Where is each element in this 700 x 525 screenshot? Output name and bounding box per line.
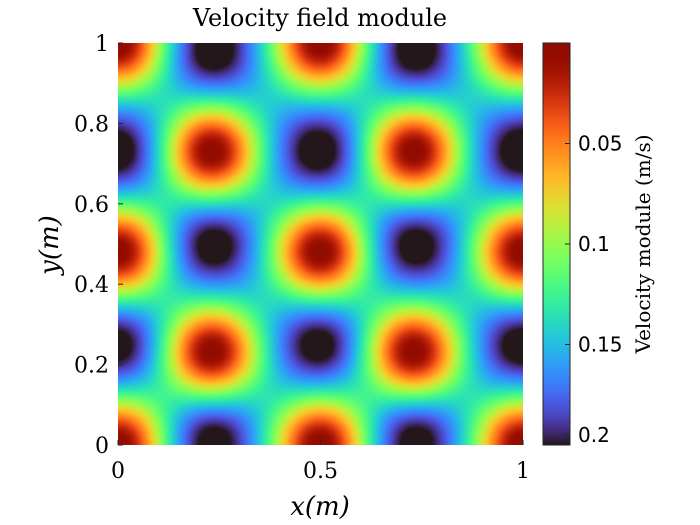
colorbar-ticks: 0.05 0.1 0.15 0.2 xyxy=(565,132,623,447)
x-tick-label: 1 xyxy=(516,459,530,484)
x-axis-label: x(m) xyxy=(290,492,350,522)
x-tick-label: 0 xyxy=(111,459,125,484)
colorbar-tick-label: 0.1 xyxy=(578,232,610,256)
y-tick-label: 0.8 xyxy=(74,112,109,137)
y-tick-label: 1 xyxy=(95,32,109,57)
y-tick-label: 0.4 xyxy=(74,273,109,298)
y-axis-label: y(m) xyxy=(35,215,65,276)
y-tick-label: 0.2 xyxy=(74,354,109,379)
plot-area xyxy=(118,43,523,445)
x-tick-label: 0.5 xyxy=(303,459,338,484)
heatmap-canvas xyxy=(118,43,523,445)
colorbar-tick-label: 0.2 xyxy=(578,423,610,447)
colorbar-tick-label: 0.15 xyxy=(578,333,623,357)
x-axis-ticks: 0 0.5 1 xyxy=(111,440,530,484)
colorbar-tick-label: 0.05 xyxy=(578,132,623,156)
y-tick-label: 0 xyxy=(95,434,109,459)
colorbar: 0.05 0.1 0.15 0.2 Velocity module (m/s) xyxy=(542,42,655,447)
chart-title: Velocity field module xyxy=(192,4,447,32)
y-tick-label: 0.6 xyxy=(74,193,109,218)
colorbar-label: Velocity module (m/s) xyxy=(631,134,655,354)
y-axis-ticks: 0 0.2 0.4 0.6 0.8 1 xyxy=(74,32,123,459)
